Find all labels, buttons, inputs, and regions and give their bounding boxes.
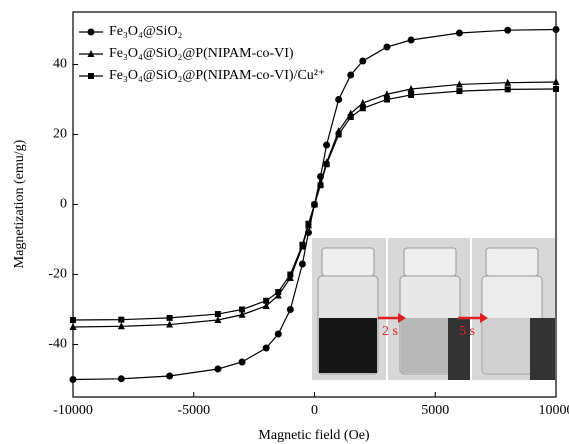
marker <box>299 241 306 248</box>
y-tick-label: 0 <box>60 197 67 212</box>
marker <box>238 310 246 318</box>
marker <box>553 86 559 92</box>
arrow-head <box>480 313 488 323</box>
marker <box>305 220 312 227</box>
x-tick-label: 10000 <box>539 403 569 418</box>
marker <box>274 330 282 338</box>
marker <box>166 320 174 328</box>
marker <box>383 96 390 103</box>
vial-cap <box>403 247 457 277</box>
legend-label: Fe₃O₄@SiO₂ <box>109 24 183 39</box>
marker <box>347 71 355 79</box>
inset-photo: 2 s 5 s <box>312 238 555 380</box>
x-tick-label: 5000 <box>421 403 449 418</box>
marker <box>407 36 415 44</box>
marker <box>69 323 77 330</box>
marker <box>456 88 463 95</box>
vial-liquid <box>319 318 377 373</box>
y-tick-label: -40 <box>48 337 67 352</box>
marker <box>298 260 306 268</box>
marker <box>117 375 125 383</box>
marker <box>239 306 246 313</box>
marker <box>317 182 324 189</box>
marker <box>214 311 221 318</box>
marker <box>70 317 76 323</box>
annotation: 5 s <box>459 324 475 339</box>
x-axis-label: Magnetic field (Oe) <box>258 428 370 443</box>
legend-label: Fe₃O₄@SiO₂@P(NIPAM-co-VI)/Cu²⁺ <box>109 68 325 83</box>
marker <box>262 344 270 352</box>
marker <box>347 114 354 120</box>
marker <box>359 105 366 112</box>
photo-divider <box>470 238 472 380</box>
marker <box>455 29 463 37</box>
marker <box>262 302 270 309</box>
marker <box>117 322 125 330</box>
y-axis-label: Magnetization (emu/g) <box>12 139 27 268</box>
marker <box>214 365 222 373</box>
marker <box>323 161 330 168</box>
marker <box>359 99 367 106</box>
marker <box>383 43 391 51</box>
annotation: 2 s <box>382 324 398 339</box>
marker <box>214 316 222 323</box>
marker <box>504 86 511 93</box>
marker <box>323 141 331 149</box>
x-tick-label: -10000 <box>53 403 93 418</box>
marker <box>504 78 512 86</box>
marker <box>407 85 415 92</box>
marker <box>166 372 174 380</box>
marker <box>275 289 282 295</box>
marker <box>69 376 77 383</box>
marker <box>455 80 463 88</box>
marker <box>287 271 294 278</box>
y-tick-label: 20 <box>53 127 67 142</box>
x-tick-label: -5000 <box>177 403 210 418</box>
marker <box>504 26 512 34</box>
marker <box>552 78 560 85</box>
marker <box>118 316 125 323</box>
marker <box>335 131 342 138</box>
marker <box>408 91 415 98</box>
marker <box>263 297 270 304</box>
photo-divider <box>386 238 388 380</box>
x-tick-label: 0 <box>311 403 318 418</box>
marker <box>335 96 343 103</box>
vial-cap <box>321 247 375 277</box>
marker <box>359 57 367 65</box>
magnet <box>530 318 555 380</box>
marker <box>311 201 318 208</box>
marker <box>552 26 560 33</box>
vial-cap <box>485 247 539 277</box>
marker <box>383 90 391 98</box>
y-tick-label: 40 <box>53 57 67 72</box>
marker <box>286 306 294 313</box>
magnet <box>448 318 470 380</box>
y-tick-label: -20 <box>48 267 67 282</box>
arrow-head <box>398 313 406 323</box>
marker <box>238 358 246 366</box>
legend-label: Fe₃O₄@SiO₂@P(NIPAM-co-VI) <box>109 46 294 61</box>
marker <box>166 314 173 321</box>
